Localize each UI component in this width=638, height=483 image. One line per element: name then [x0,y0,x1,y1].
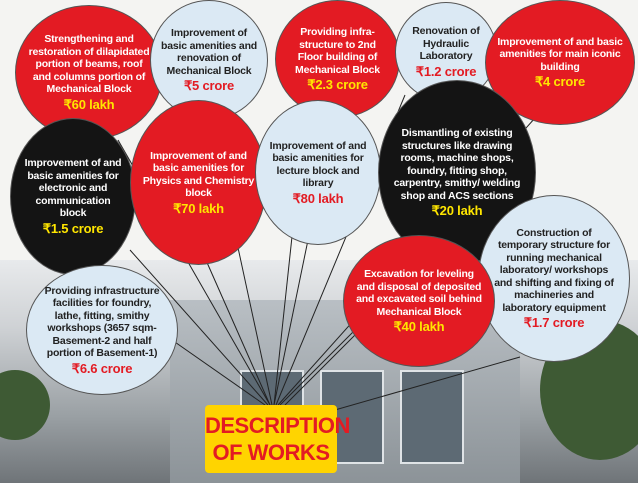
work-bubble: Improvement of and basic amenities for m… [485,0,635,125]
work-description: Construction of temporary structure for … [494,226,614,314]
title-line-1: DESCRIPTION [205,413,350,438]
work-description: Dismantling of existing structures like … [393,127,521,202]
work-amount: ₹80 lakh [292,190,344,206]
work-description: Improvement of basic amenities and renov… [161,27,257,77]
work-bubble: Excavation for leveling and disposal of … [343,235,495,367]
work-amount: ₹1.5 crore [42,220,104,236]
title-line-2: OF WORKS [212,440,331,465]
work-description: Improvement of and basic amenities for e… [24,157,122,220]
work-description: Improvement of and basic amenities for m… [497,35,623,73]
work-bubble: Improvement of basic amenities and renov… [150,0,268,120]
work-amount: ₹2.3 crore [307,77,368,92]
work-bubble: Providing infrastructure facilities for … [26,265,178,395]
work-amount: ₹20 lakh [431,203,483,218]
work-amount: ₹70 lakh [173,200,224,216]
work-description: Renovation of Hydraulic Laboratory [412,25,480,63]
work-description: Excavation for leveling and disposal of … [356,268,482,318]
work-bubble: Construction of temporary structure for … [478,195,630,362]
work-bubble: Improvement of and basic amenities for l… [255,100,381,245]
work-description: Providing infra-structure to 2nd Floor b… [295,26,380,76]
work-bubble: Improvement of and basic amenities for P… [130,100,267,265]
work-amount: ₹6.6 crore [71,360,133,376]
title-box: DESCRIPTION OF WORKS [205,405,350,473]
work-bubble: Improvement of and basic amenities for e… [10,118,136,275]
work-bubble: Providing infra-structure to 2nd Floor b… [275,0,400,118]
work-amount: ₹40 lakh [393,319,445,334]
work-description: Improvement of and basic amenities for l… [269,139,367,190]
work-description: Strengthening and restoration of dilapid… [28,33,150,96]
work-amount: ₹60 lakh [63,96,115,112]
work-bubble: Strengthening and restoration of dilapid… [15,5,163,140]
work-description: Providing infrastructure facilities for … [44,284,160,360]
work-amount: ₹1.2 crore [415,63,477,79]
work-description: Improvement of and basic amenities for P… [142,149,255,200]
window [400,370,464,464]
work-amount: ₹1.7 crore [523,315,585,331]
work-amount: ₹5 crore [183,78,235,93]
work-amount: ₹4 crore [534,74,586,90]
